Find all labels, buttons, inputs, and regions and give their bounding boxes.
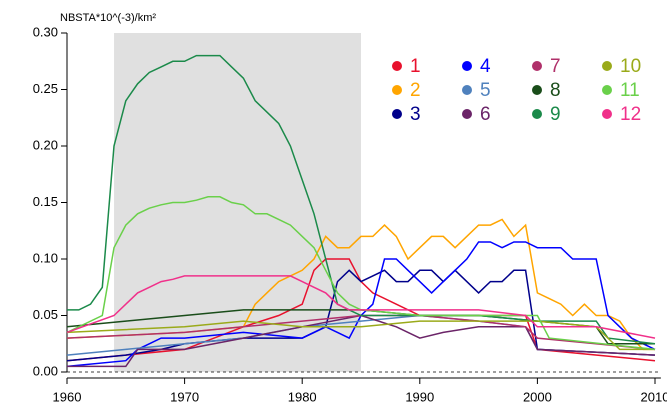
- series-line: [66, 275, 656, 339]
- x-tick-label: 1980: [288, 389, 317, 404]
- legend-marker: [392, 61, 402, 71]
- series-line: [66, 241, 656, 368]
- legend-marker: [532, 61, 542, 71]
- x-tick-label: 2000: [523, 389, 552, 404]
- y-tick-label: 0.00: [33, 363, 58, 378]
- x-tick-label: 1990: [405, 389, 434, 404]
- legend-label: 9: [550, 104, 561, 125]
- y-tick-label: 0.25: [33, 81, 58, 96]
- y-tick-label: 0.05: [33, 307, 58, 322]
- legend-label: 1: [410, 56, 421, 77]
- shaded-region: [114, 33, 361, 372]
- x-tick-label: 1970: [170, 389, 199, 404]
- legend-marker: [602, 109, 612, 119]
- y-tick-label: 0.10: [33, 250, 58, 265]
- y-tick-label: 0.15: [33, 194, 58, 209]
- legend-label: 5: [480, 80, 491, 101]
- legend-marker: [602, 61, 612, 71]
- legend-marker: [602, 85, 612, 95]
- legend-label: 8: [550, 80, 561, 101]
- legend-marker: [462, 109, 472, 119]
- legend-label: 10: [620, 56, 641, 77]
- series-line: [66, 218, 655, 351]
- x-tick-label: 1960: [53, 389, 82, 404]
- y-axis-label: NBSTA*10^(-3)/km²: [60, 12, 156, 24]
- legend-label: 2: [410, 80, 421, 101]
- x-tick-label: 2010: [641, 389, 667, 404]
- series-line: [66, 320, 655, 351]
- legend-label: 4: [480, 56, 491, 77]
- legend-label: 7: [550, 56, 561, 77]
- legend-marker: [532, 85, 542, 95]
- legend-marker: [532, 109, 542, 119]
- series-line: [66, 269, 656, 362]
- y-tick-label: 0.30: [33, 24, 58, 39]
- series-line: [66, 196, 656, 351]
- legend-marker: [462, 85, 472, 95]
- legend-marker: [392, 109, 402, 119]
- legend-marker: [392, 85, 402, 95]
- legend-label: 11: [620, 80, 640, 101]
- legend-label: 6: [480, 104, 491, 125]
- series-line: [67, 54, 656, 345]
- legend-label: 12: [620, 104, 641, 125]
- series-line: [67, 314, 656, 368]
- legend-marker: [462, 61, 472, 71]
- y-tick-label: 0.20: [33, 137, 58, 152]
- legend-label: 3: [410, 104, 421, 125]
